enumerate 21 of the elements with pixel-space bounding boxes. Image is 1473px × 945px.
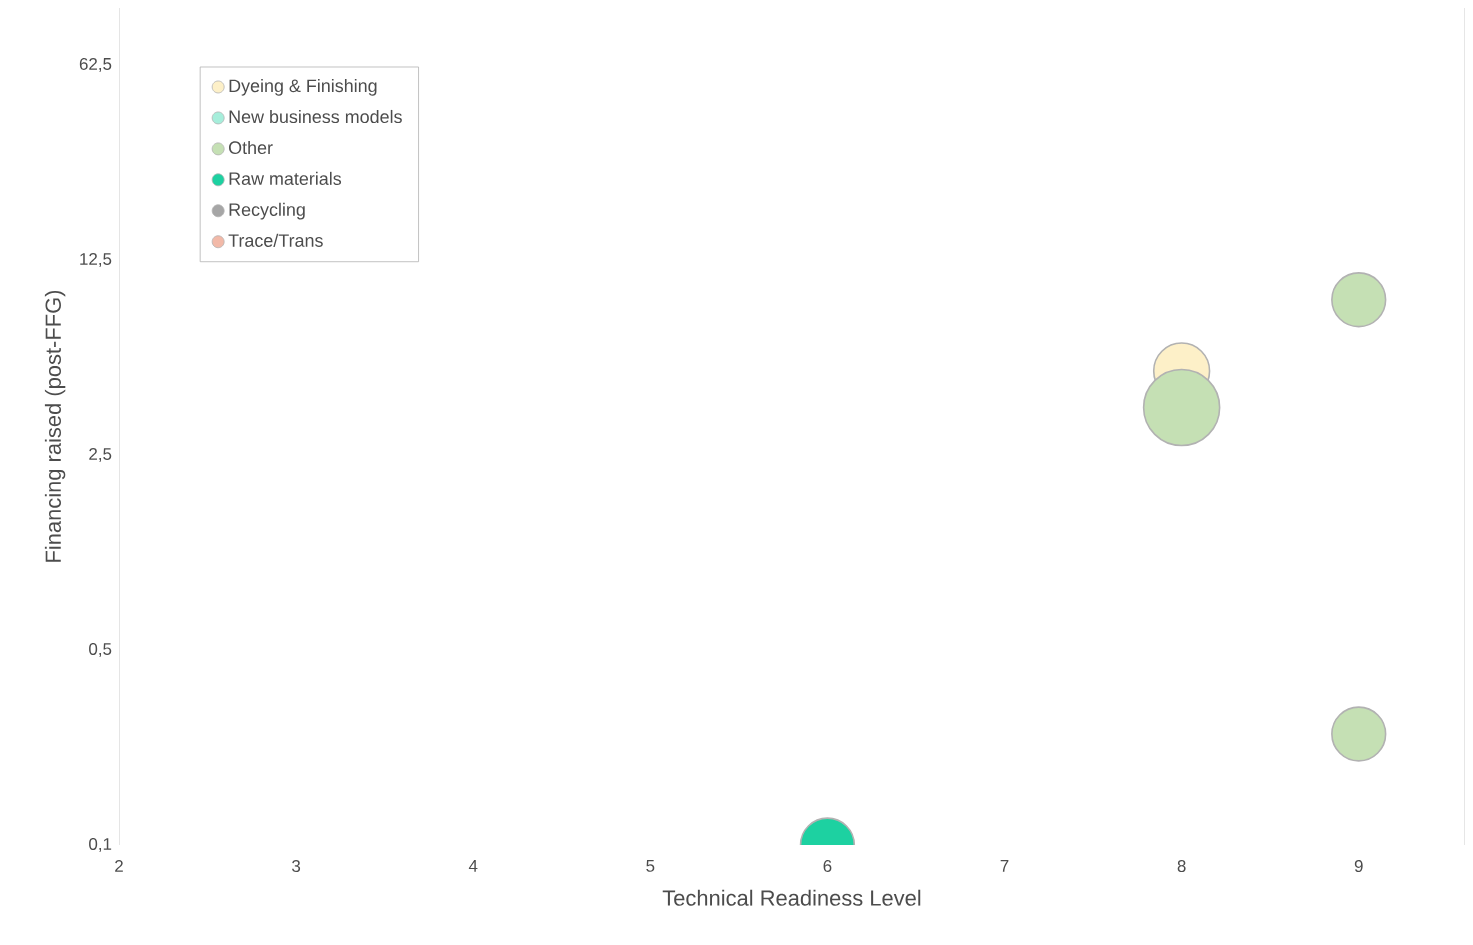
x-axis-title: Technical Readiness Level [662,889,921,906]
x-tick-label: 4 [468,860,478,872]
x-tick-label: 6 [823,860,832,873]
y-tick-label: 0,1 [89,838,112,852]
legend-label: Recycling [229,202,305,220]
y-tick-label: 12,5 [80,252,112,267]
legend-label: Other [228,140,273,155]
x-tick-label: 3 [292,860,301,873]
legend-label: Raw materials [229,171,342,186]
y-tick-label: 2,5 [89,447,112,462]
y-tick-label: 0,5 [89,643,112,657]
y-tick-label: 62,5 [79,57,112,72]
y-axis-title: Financing raised (post-FFG) [44,290,66,562]
legend-label: New business models [229,109,402,124]
legend-label: Dyeing & Finishing [229,78,377,96]
legend-label: Trace/Trans [228,233,323,247]
x-tick-label: 8 [1177,860,1186,873]
x-tick-label: 7 [1000,860,1009,872]
x-tick-label: 5 [646,860,655,872]
x-tick-label: 9 [1354,860,1363,873]
x-tick-label: 2 [115,860,123,872]
